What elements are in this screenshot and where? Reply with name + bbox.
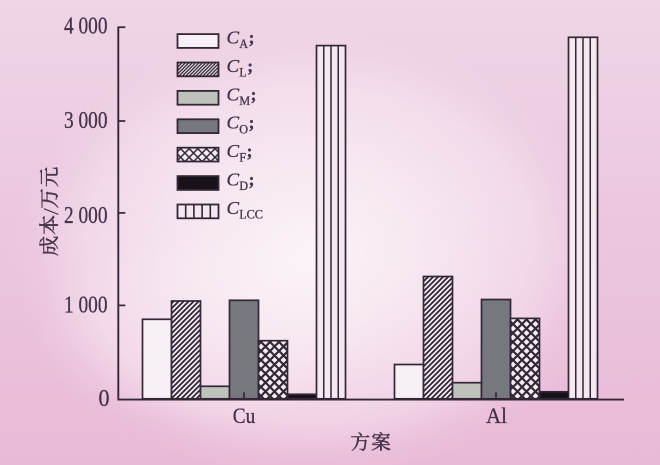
- svg-text:D: D: [239, 179, 248, 193]
- svg-text:C: C: [227, 198, 240, 218]
- svg-text:C: C: [227, 84, 240, 104]
- svg-text:C: C: [227, 141, 240, 161]
- svg-text:1 000: 1 000: [64, 292, 108, 319]
- svg-text:;: ;: [247, 56, 253, 76]
- svg-text:;: ;: [251, 84, 257, 104]
- svg-text:LCC: LCC: [239, 208, 263, 222]
- svg-text:;: ;: [249, 28, 255, 48]
- svg-text:O: O: [239, 122, 248, 136]
- svg-text:Cu: Cu: [233, 403, 256, 428]
- svg-text:F: F: [239, 151, 246, 165]
- svg-text:0: 0: [99, 385, 110, 412]
- svg-text:C: C: [227, 113, 240, 133]
- svg-text:;: ;: [249, 170, 255, 190]
- svg-text:4 000: 4 000: [64, 13, 108, 40]
- svg-text:;: ;: [247, 141, 253, 161]
- svg-text:C: C: [227, 170, 240, 190]
- svg-text:C: C: [227, 28, 240, 48]
- svg-text:L: L: [239, 66, 246, 80]
- svg-text:C: C: [227, 56, 240, 76]
- svg-text:M: M: [239, 94, 250, 108]
- svg-text:A: A: [239, 37, 248, 51]
- svg-text:2 000: 2 000: [64, 202, 108, 229]
- svg-text:3 000: 3 000: [64, 107, 108, 134]
- svg-text:;: ;: [249, 113, 255, 133]
- svg-text:Al: Al: [486, 403, 507, 428]
